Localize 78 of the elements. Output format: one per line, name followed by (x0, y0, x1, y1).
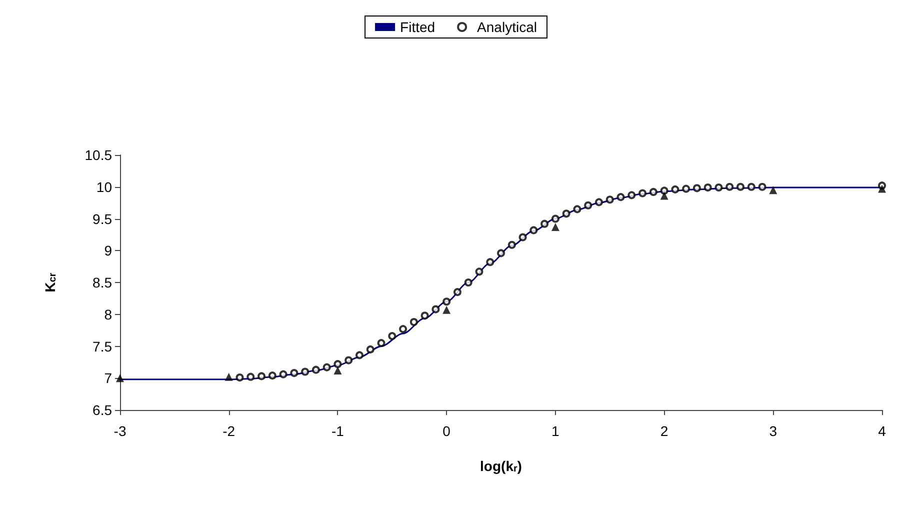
point (540, 220, 549, 228)
point (258, 372, 266, 380)
point (704, 184, 712, 192)
y-tick-label: 9.5 (92, 210, 112, 227)
point (475, 268, 484, 276)
point (301, 368, 310, 376)
point (442, 306, 451, 314)
point (508, 240, 516, 249)
y-tick-label: 8 (104, 306, 112, 322)
point (312, 366, 320, 374)
y-tick-label: 7 (104, 370, 112, 386)
y-tick-label: 10 (96, 178, 112, 195)
point (268, 372, 276, 380)
legend-label: Analytical (477, 19, 537, 35)
x-tick-label: -3 (114, 423, 126, 439)
point (236, 373, 244, 382)
x-tick-label: -2 (222, 423, 236, 439)
point (344, 356, 353, 364)
point (497, 249, 505, 258)
y-axis-title: Kcr (42, 272, 58, 292)
point (769, 186, 778, 194)
point (224, 372, 233, 381)
point (726, 182, 734, 191)
point (682, 184, 690, 193)
x-tick-label: 0 (442, 423, 451, 439)
point (606, 196, 614, 204)
x-tick-label: 1 (552, 423, 560, 439)
point (638, 189, 647, 198)
point (334, 360, 342, 368)
point (279, 370, 288, 378)
point (616, 193, 625, 202)
point (573, 205, 582, 214)
point (518, 233, 527, 242)
point (551, 214, 560, 223)
point (442, 298, 451, 306)
point (530, 226, 538, 234)
point (453, 288, 462, 296)
point (464, 278, 472, 286)
x-tick-label: 4 (878, 423, 886, 439)
point (551, 223, 560, 232)
point (594, 198, 603, 206)
point (878, 184, 886, 193)
point (562, 210, 570, 218)
point (366, 345, 374, 354)
point (334, 366, 342, 374)
point (758, 182, 766, 191)
point (399, 325, 408, 334)
point (714, 184, 723, 192)
point (584, 201, 592, 210)
point (660, 192, 668, 200)
point (420, 312, 429, 320)
y-tick-label: 10.5 (84, 147, 112, 163)
point (116, 374, 124, 382)
point (410, 318, 418, 326)
x-axis-title: log(kr) (480, 458, 522, 474)
x-tick-label: -1 (331, 423, 344, 439)
point (692, 184, 701, 192)
point (671, 185, 680, 194)
point (388, 332, 396, 340)
point (322, 363, 331, 372)
y-tick-label: 6.5 (92, 402, 112, 418)
point (736, 182, 744, 191)
point (290, 369, 298, 378)
y-tick-label: 7.5 (92, 338, 112, 354)
point (432, 305, 440, 314)
point (649, 188, 658, 196)
x-tick-label: 2 (660, 423, 668, 439)
point (660, 186, 668, 195)
point (355, 351, 364, 360)
point (486, 258, 494, 266)
legend-label: Fitted (400, 19, 436, 35)
point (628, 191, 636, 200)
point (377, 339, 386, 348)
y-tick-label: 9 (104, 242, 112, 259)
x-tick-label: 3 (769, 423, 778, 439)
point (747, 182, 756, 191)
point (246, 372, 255, 381)
y-tick-label: 8.5 (92, 274, 112, 290)
